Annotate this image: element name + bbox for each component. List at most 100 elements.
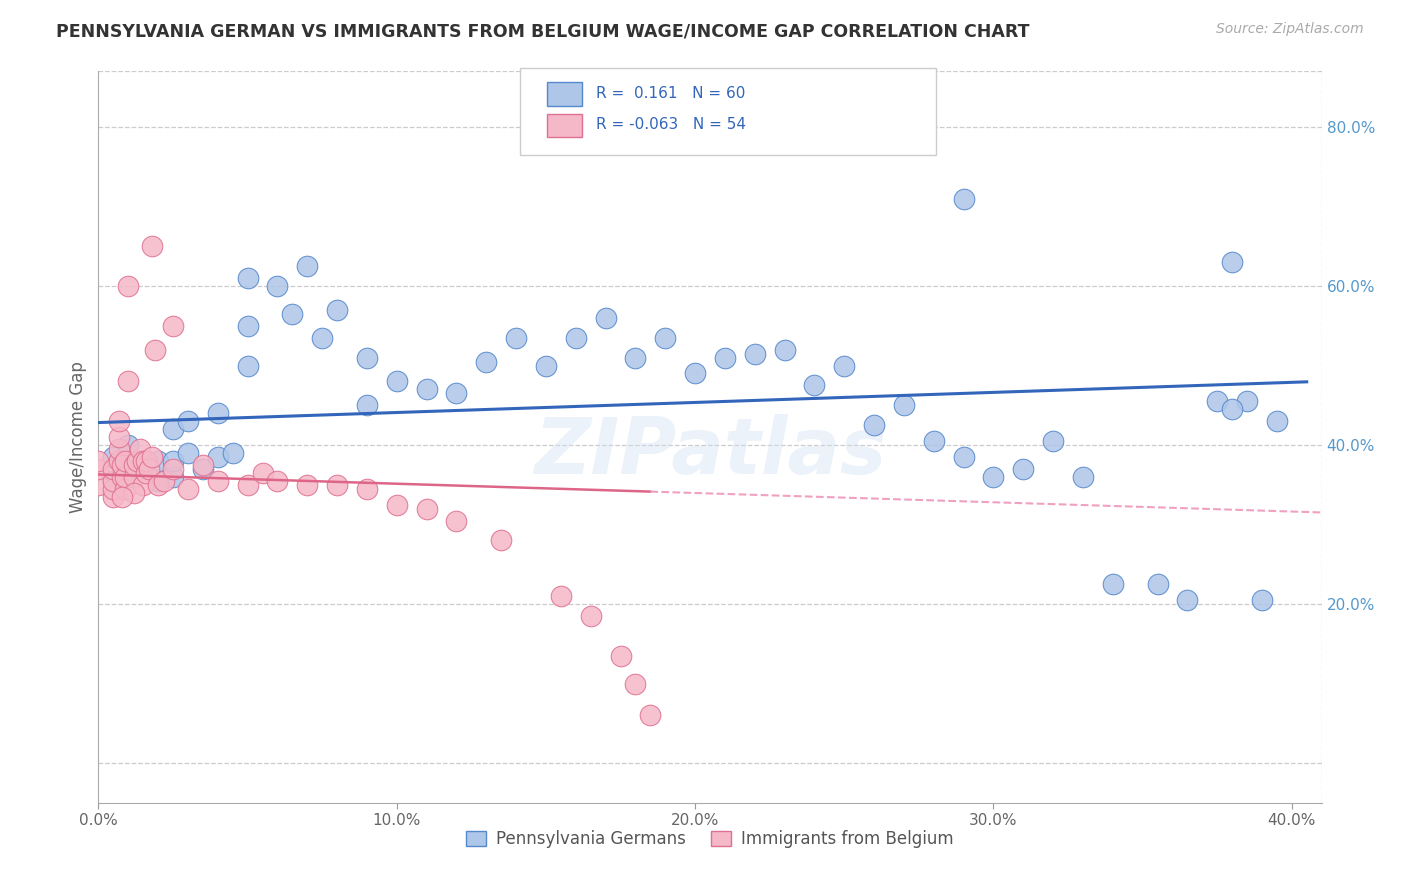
Text: R = -0.063   N = 54: R = -0.063 N = 54: [596, 117, 747, 132]
Point: [595, 310, 617, 325]
Point: [103, 462, 125, 476]
Point: [114, 482, 136, 496]
Point: [103, 482, 125, 496]
Point: [207, 406, 229, 420]
Point: [385, 498, 408, 512]
Point: [297, 259, 319, 273]
Point: [103, 490, 125, 504]
Point: [356, 351, 378, 365]
Point: [744, 346, 766, 360]
Point: [1177, 593, 1199, 607]
Point: [162, 462, 184, 476]
Point: [127, 454, 149, 468]
Point: [609, 648, 631, 663]
Point: [132, 454, 155, 468]
Point: [153, 474, 176, 488]
Point: [803, 378, 825, 392]
Point: [129, 442, 152, 456]
Text: R =  0.161   N = 60: R = 0.161 N = 60: [596, 86, 745, 101]
Point: [832, 359, 855, 373]
Point: [103, 474, 125, 488]
Point: [773, 343, 796, 357]
Point: [207, 474, 229, 488]
Point: [252, 466, 274, 480]
Point: [1042, 434, 1064, 448]
Point: [579, 609, 602, 624]
Point: [162, 422, 184, 436]
Point: [108, 442, 131, 456]
Point: [326, 477, 349, 491]
Legend: Pennsylvania Germans, Immigrants from Belgium: Pennsylvania Germans, Immigrants from Be…: [458, 822, 962, 856]
Point: [952, 192, 974, 206]
Text: PENNSYLVANIA GERMAN VS IMMIGRANTS FROM BELGIUM WAGE/INCOME GAP CORRELATION CHART: PENNSYLVANIA GERMAN VS IMMIGRANTS FROM B…: [56, 22, 1029, 40]
Point: [114, 454, 136, 468]
Point: [446, 514, 468, 528]
Point: [952, 450, 974, 464]
Point: [236, 477, 259, 491]
Point: [356, 482, 378, 496]
Point: [207, 450, 229, 464]
Point: [146, 454, 169, 468]
Point: [162, 470, 184, 484]
Point: [1220, 402, 1243, 417]
Point: [177, 446, 200, 460]
Point: [1265, 414, 1288, 428]
FancyBboxPatch shape: [520, 68, 936, 155]
Point: [141, 239, 163, 253]
Point: [415, 501, 437, 516]
Point: [385, 375, 408, 389]
Point: [624, 676, 647, 690]
FancyBboxPatch shape: [547, 114, 582, 137]
Point: [135, 466, 157, 480]
Point: [640, 708, 662, 723]
Point: [654, 331, 676, 345]
Text: Source: ZipAtlas.com: Source: ZipAtlas.com: [1216, 22, 1364, 37]
Point: [266, 279, 288, 293]
Point: [135, 454, 157, 468]
Point: [475, 354, 498, 368]
Point: [326, 302, 349, 317]
Point: [87, 454, 110, 468]
Point: [177, 482, 200, 496]
Point: [177, 414, 200, 428]
Point: [221, 446, 243, 460]
Point: [534, 359, 557, 373]
Point: [683, 367, 706, 381]
Point: [108, 414, 131, 428]
Point: [111, 490, 134, 504]
Point: [565, 331, 588, 345]
Point: [550, 589, 572, 603]
Point: [236, 318, 259, 333]
Text: ZIPatlas: ZIPatlas: [534, 414, 886, 490]
Point: [983, 470, 1005, 484]
Point: [266, 474, 288, 488]
Point: [415, 383, 437, 397]
Point: [143, 343, 166, 357]
Point: [624, 351, 647, 365]
Point: [446, 386, 468, 401]
Point: [108, 430, 131, 444]
Point: [117, 438, 139, 452]
Point: [1012, 462, 1035, 476]
Point: [356, 398, 378, 412]
Point: [1206, 394, 1229, 409]
Point: [1220, 255, 1243, 269]
Point: [191, 458, 214, 472]
Point: [1146, 577, 1168, 591]
Point: [162, 318, 184, 333]
Point: [87, 462, 110, 476]
Point: [146, 474, 169, 488]
Point: [297, 477, 319, 491]
Point: [922, 434, 945, 448]
Point: [132, 462, 155, 476]
Point: [236, 359, 259, 373]
Point: [236, 271, 259, 285]
Point: [132, 477, 155, 491]
Point: [141, 450, 163, 464]
Point: [863, 418, 886, 433]
Point: [146, 477, 169, 491]
Point: [114, 470, 136, 484]
Point: [117, 462, 139, 476]
Point: [162, 454, 184, 468]
Point: [311, 331, 333, 345]
